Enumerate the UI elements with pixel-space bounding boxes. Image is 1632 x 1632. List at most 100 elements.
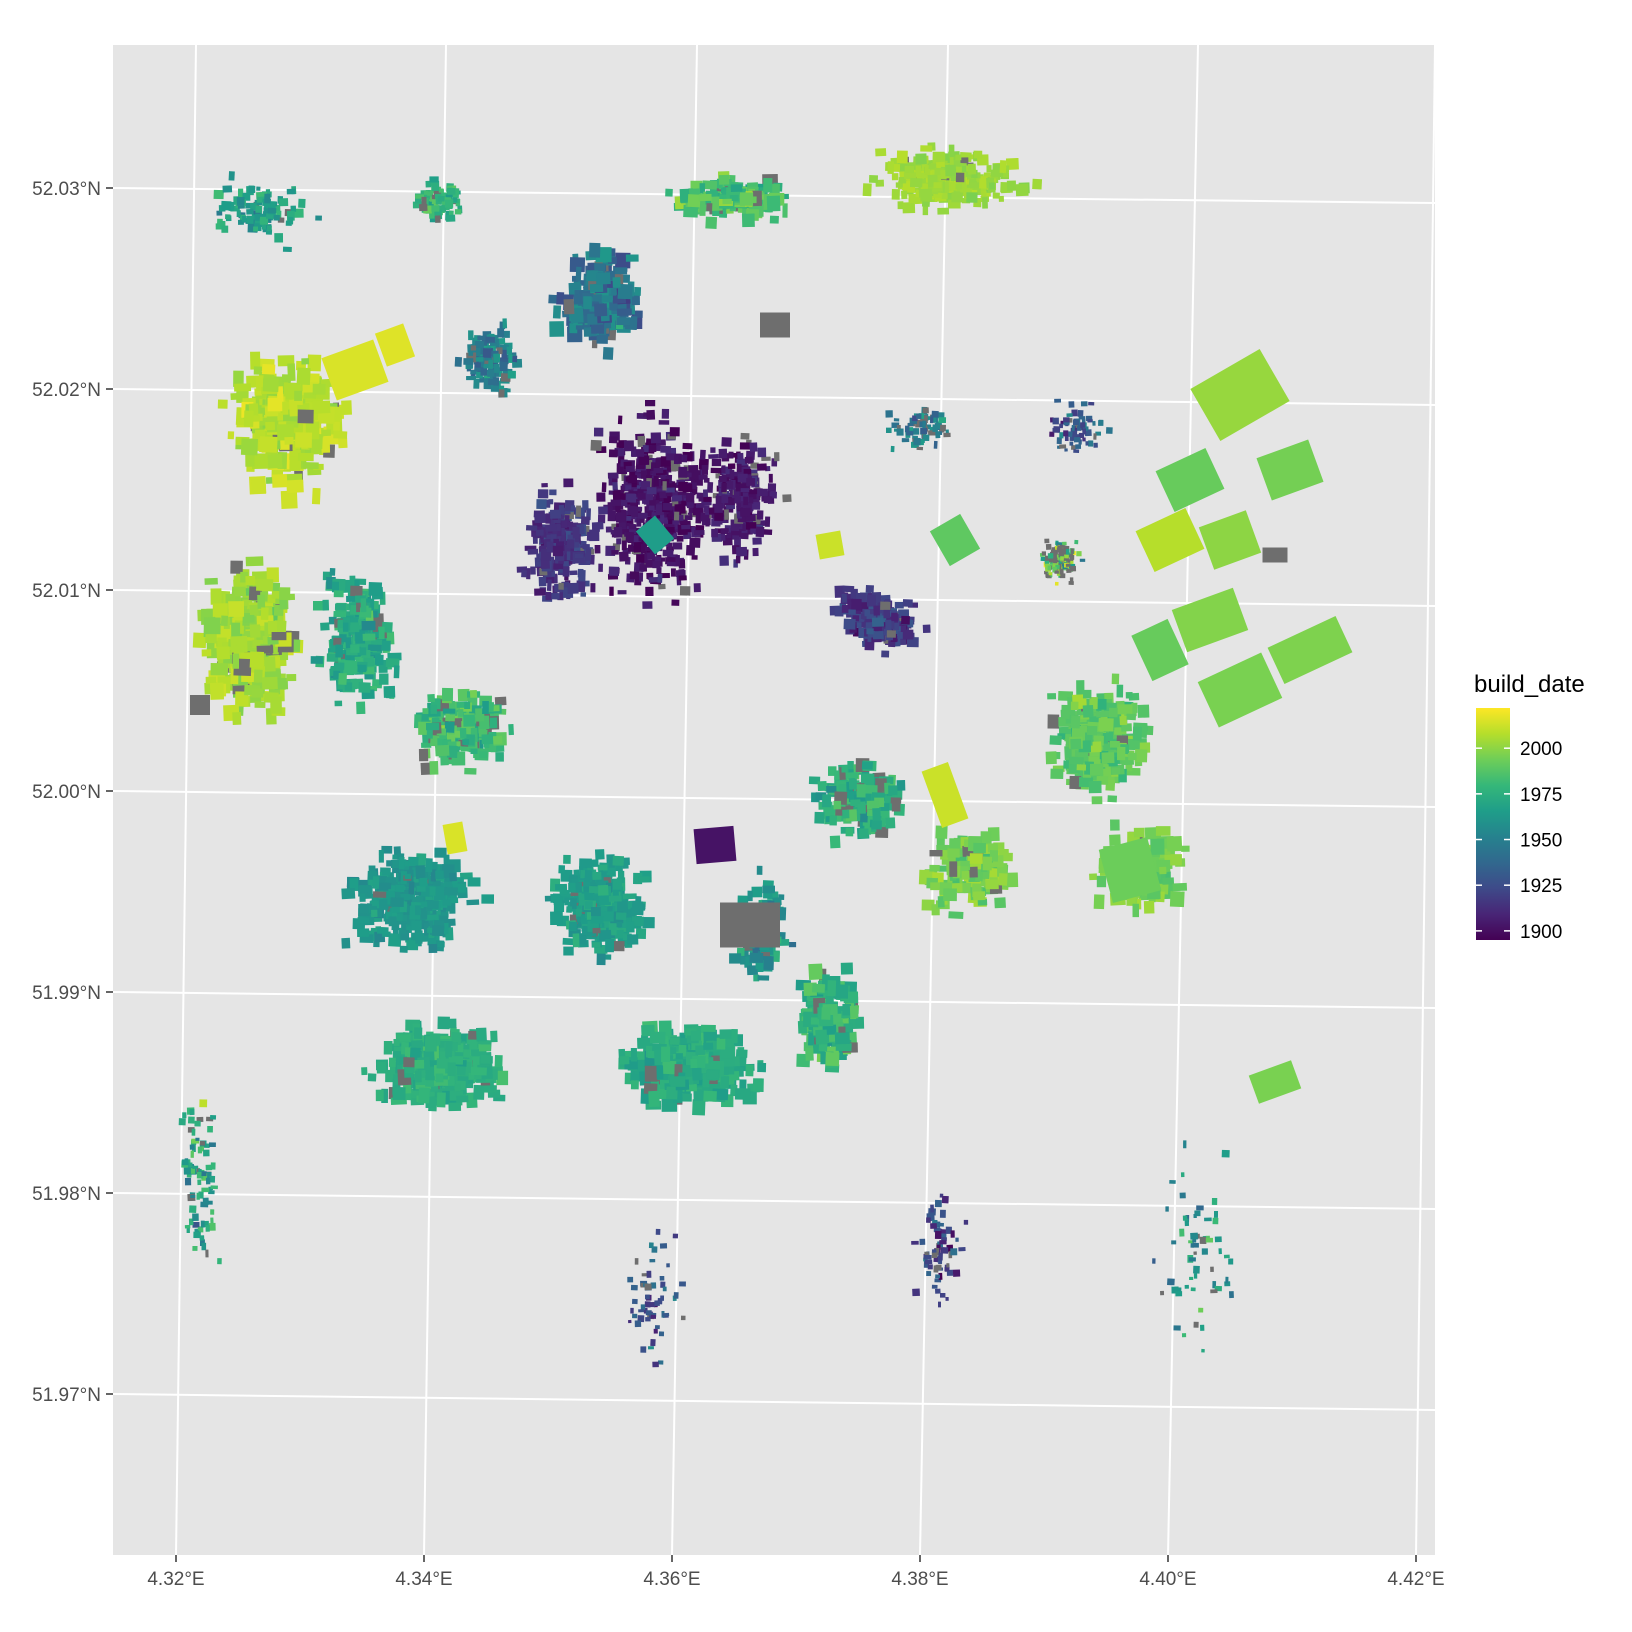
building [537, 489, 549, 499]
building [887, 161, 895, 174]
building [310, 656, 323, 664]
building [875, 148, 887, 157]
building [821, 1007, 831, 1020]
building [458, 709, 464, 717]
building [838, 1026, 846, 1033]
building [228, 601, 245, 617]
building [973, 150, 983, 159]
building [669, 1037, 680, 1045]
building [614, 267, 628, 275]
building [582, 544, 590, 550]
building [596, 492, 606, 502]
building [827, 980, 837, 997]
building [725, 481, 734, 489]
building [698, 193, 712, 202]
building [464, 767, 477, 775]
building [955, 183, 963, 190]
building [637, 512, 648, 519]
building [618, 551, 629, 562]
building [757, 447, 767, 458]
building [374, 654, 384, 666]
building [646, 487, 657, 495]
building [658, 420, 670, 425]
building [692, 506, 704, 516]
building [562, 937, 574, 946]
building [362, 633, 376, 641]
building [682, 442, 693, 450]
building [549, 509, 562, 519]
building [210, 588, 222, 605]
building [527, 548, 539, 555]
building [639, 563, 647, 571]
building [296, 367, 311, 386]
building [597, 864, 608, 871]
building [615, 512, 626, 523]
building [616, 442, 625, 448]
building [955, 172, 965, 183]
building [861, 761, 873, 770]
building [280, 490, 298, 509]
building [473, 1084, 485, 1100]
building [948, 144, 955, 158]
building [743, 468, 752, 475]
building [737, 452, 744, 461]
building [608, 895, 622, 902]
building [437, 1016, 450, 1030]
building [702, 489, 709, 498]
building [393, 665, 400, 679]
building [646, 409, 656, 420]
building [616, 921, 623, 928]
building [625, 465, 636, 473]
building [707, 481, 714, 493]
building [346, 595, 357, 602]
building [699, 200, 706, 216]
building [254, 701, 266, 708]
building [685, 545, 696, 556]
building [558, 582, 564, 590]
building [470, 748, 478, 755]
building [880, 601, 891, 611]
building [251, 478, 267, 494]
building [718, 475, 727, 483]
building [726, 532, 732, 539]
building [833, 800, 842, 810]
building [322, 599, 330, 611]
building [454, 356, 463, 367]
building [227, 431, 235, 440]
building [966, 192, 978, 203]
building [534, 588, 546, 596]
building [495, 752, 504, 762]
building [381, 640, 391, 651]
building [521, 570, 527, 578]
building [613, 941, 625, 952]
building [566, 539, 575, 549]
building [885, 817, 896, 829]
building [656, 1065, 664, 1080]
building [575, 882, 582, 893]
building [630, 1047, 638, 1062]
building [419, 877, 428, 887]
building [768, 473, 773, 483]
building [487, 379, 498, 386]
building [616, 317, 631, 326]
building [750, 462, 759, 469]
building [744, 456, 753, 464]
building [615, 505, 621, 512]
building [604, 938, 615, 953]
building [764, 516, 771, 527]
building [242, 614, 255, 623]
building [622, 547, 631, 554]
building [706, 203, 713, 212]
building [563, 854, 571, 864]
building [642, 601, 653, 609]
building [687, 194, 701, 208]
building [808, 963, 823, 980]
building [470, 1066, 487, 1076]
building [295, 432, 313, 448]
longitude-gridline [671, 45, 698, 1555]
building [590, 906, 601, 917]
building [757, 1062, 767, 1073]
building [390, 897, 404, 908]
building [596, 272, 611, 285]
building [842, 585, 855, 593]
